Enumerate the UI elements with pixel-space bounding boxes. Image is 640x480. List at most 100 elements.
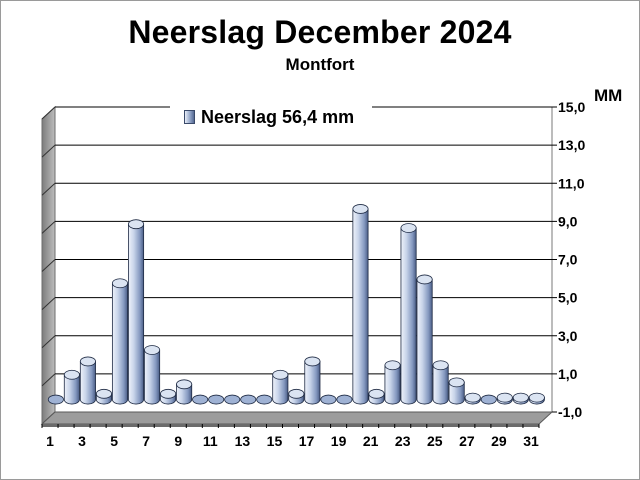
gridline-side: [41, 144, 56, 158]
bar-top: [128, 219, 145, 230]
y-tick-label: 11,0: [558, 175, 585, 191]
chart-legend: Neerslag 56,4 mm: [170, 104, 372, 130]
x-tick-label: 5: [110, 433, 118, 449]
bar-body: [144, 349, 161, 405]
x-tick-label: 31: [523, 433, 539, 449]
bar-top: [512, 392, 529, 403]
bar-top: [464, 392, 481, 403]
bar-body: [448, 381, 465, 405]
bar-top: [63, 369, 80, 380]
gridline-side: [41, 373, 56, 387]
bar-day-18: [320, 394, 337, 405]
chart-subtitle: Montfort: [285, 55, 355, 74]
y-tick-label: 5,0: [558, 290, 578, 306]
bar-day-17: [304, 356, 321, 405]
bar-top: [160, 388, 177, 399]
gridline-side: [41, 221, 56, 234]
bar-body: [111, 282, 129, 405]
bar-day-2: [63, 369, 80, 405]
bar-top: [368, 388, 385, 399]
y-tick-label: -1,0: [558, 404, 582, 420]
bar-top: [288, 388, 305, 399]
bar-zero: [336, 394, 353, 405]
y-tick-label: 9,0: [558, 213, 578, 229]
plot-floor: [40, 411, 554, 427]
x-tick-label: 7: [142, 433, 150, 449]
x-tick-label: 3: [78, 433, 86, 449]
x-tick-label: 29: [491, 433, 507, 449]
gridline-side: [41, 335, 56, 349]
bar-day-8: [160, 388, 177, 405]
legend-label: Neerslag 56,4 mm: [201, 106, 355, 127]
bar-day-26: [448, 377, 465, 405]
bar-day-15: [272, 369, 289, 405]
bar-zero: [320, 394, 337, 405]
gridline-side: [41, 182, 56, 196]
bar-day-19: [336, 394, 353, 405]
gridline-side: [41, 106, 56, 120]
bar-zero: [480, 394, 497, 405]
bar-day-13: [240, 394, 257, 405]
x-tick-label: 23: [395, 433, 411, 449]
x-axis-ticks: 1 3 5 7 9 11 13 15 17 19 21 23 25 27 29 31: [41, 424, 540, 449]
bar-body: [176, 383, 193, 405]
bar-day-16: [288, 388, 305, 405]
bar-top: [432, 360, 449, 371]
bar-body: [79, 361, 96, 405]
bar-day-28: [480, 394, 497, 405]
bar-top: [304, 356, 321, 367]
bar-zero: [224, 394, 241, 405]
bar-day-12: [224, 394, 241, 405]
bar-day-30: [512, 392, 529, 405]
bar-body: [63, 374, 80, 405]
bar-zero: [47, 394, 64, 405]
gridline-side: [41, 297, 56, 310]
bar-top: [384, 360, 401, 371]
bar-day-7: [144, 345, 161, 405]
x-tick-label: 17: [299, 433, 315, 449]
bar-zero: [208, 394, 225, 405]
bar-day-22: [384, 360, 401, 405]
x-tick-label: 21: [363, 433, 379, 449]
bar-body: [352, 208, 369, 405]
bar-top: [528, 392, 545, 403]
bar-body: [384, 364, 401, 405]
bar-top: [95, 388, 112, 399]
bar-top: [352, 204, 369, 214]
bar-day-21: [368, 388, 385, 405]
bar-top: [416, 274, 433, 285]
bar-body: [432, 364, 449, 405]
y-tick-label: 15,0: [558, 99, 585, 115]
bar-day-5: [111, 278, 129, 405]
bar-day-6: [128, 219, 145, 405]
bar-top: [448, 377, 465, 388]
bar-body: [128, 223, 145, 405]
bar-day-27: [464, 392, 481, 405]
y-axis-ticks: 15,0 13,0 11,0 9,0 7,0 5,0 3,0 1,0 -1,0: [552, 99, 585, 420]
bar-day-20: [352, 204, 369, 405]
y-tick-label: 1,0: [558, 366, 578, 382]
bars: [47, 204, 545, 405]
bar-body: [416, 279, 433, 405]
bar-zero: [256, 394, 273, 405]
bar-day-23: [400, 223, 417, 405]
bar-top: [400, 223, 417, 233]
y-tick-label: 3,0: [558, 328, 578, 344]
bar-body: [272, 374, 289, 405]
gridline-side: [41, 259, 56, 272]
y-axis-unit-label: MM: [594, 86, 623, 105]
x-tick-label: 13: [235, 433, 251, 449]
x-tick-label: 9: [174, 433, 182, 449]
y-tick-label: 13,0: [558, 137, 585, 153]
bar-day-9: [176, 379, 193, 405]
chart-title: Neerslag December 2024: [128, 14, 512, 50]
bar-day-1: [47, 394, 64, 405]
x-tick-label: 19: [331, 433, 347, 449]
x-tick-label: 27: [459, 433, 475, 449]
bar-day-31: [528, 392, 545, 405]
bar-body: [400, 227, 417, 405]
bar-day-24: [416, 274, 433, 405]
bar-top: [79, 356, 96, 367]
bar-top: [176, 379, 193, 390]
